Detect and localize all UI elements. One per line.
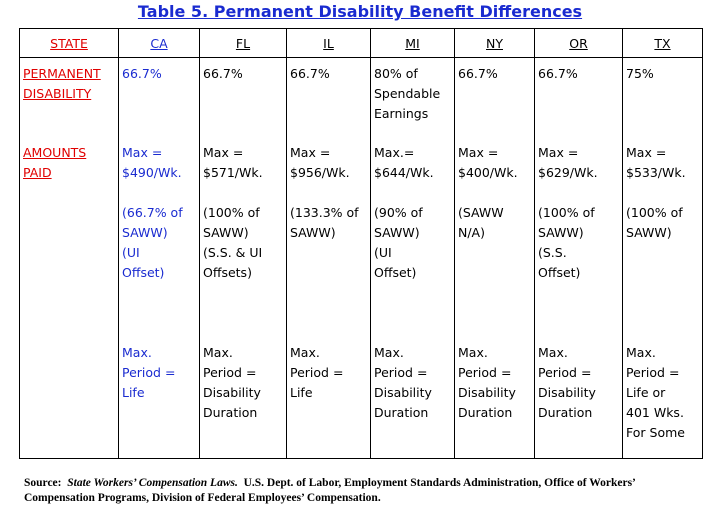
mi-max: Max.= $644/Wk. xyxy=(374,145,434,180)
ca-pct: 66.7% xyxy=(122,66,162,81)
fl-cell: 66.7% Max = $571/Wk. (100% of SAWW) (S.S… xyxy=(199,57,287,459)
source-text: U.S. Dept. of Labor, Employment Standard… xyxy=(24,477,636,504)
or-max: Max = $629/Wk. xyxy=(538,145,598,180)
il-cell: 66.7% Max = $956/Wk. (133.3% of SAWW) Ma… xyxy=(286,57,371,459)
ny-cell: 66.7% Max = $400/Wk. (SAWW N/A) Max. Per… xyxy=(454,57,535,459)
mi-note: (90% of SAWW) (UI Offset) xyxy=(374,205,423,280)
header-tx: TX xyxy=(622,28,703,58)
il-note: (133.3% of SAWW) xyxy=(290,205,359,240)
benefit-table: STATE CA FL IL MI NY OR TX PERMANENT DIS… xyxy=(19,28,703,459)
header-mi: MI xyxy=(370,28,455,58)
tx-note: (100% of SAWW) xyxy=(626,205,683,240)
amounts-paid-label: AMOUNTS PAID xyxy=(23,145,87,180)
source-title: State Workers’ Compensation Laws. xyxy=(67,477,238,489)
header-or: OR xyxy=(534,28,623,58)
header-state: STATE xyxy=(19,28,119,58)
mi-cell: 80% of Spendable Earnings Max.= $644/Wk.… xyxy=(370,57,455,459)
header-fl: FL xyxy=(199,28,287,58)
ca-cell: 66.7% Max = $490/Wk. (66.7% of SAWW) (UI… xyxy=(118,57,200,459)
tx-period: Max. Period = Life or 401 Wks. For Some xyxy=(626,345,685,440)
fl-pct: 66.7% xyxy=(203,66,243,81)
header-ny: NY xyxy=(454,28,535,58)
ca-period: Max. Period = Life xyxy=(122,345,176,400)
fl-period: Max. Period = Disability Duration xyxy=(203,345,261,420)
or-period: Max. Period = Disability Duration xyxy=(538,345,596,420)
ny-max: Max = $400/Wk. xyxy=(458,145,518,180)
ny-pct: 66.7% xyxy=(458,66,498,81)
mi-period: Max. Period = Disability Duration xyxy=(374,345,432,420)
ny-note: (SAWW N/A) xyxy=(458,205,504,240)
state-label-cell: PERMANENT DISABILITY AMOUNTS PAID xyxy=(19,57,119,459)
ca-max: Max = $490/Wk. xyxy=(122,145,182,180)
il-pct: 66.7% xyxy=(290,66,330,81)
page-title: Table 5. Permanent Disability Benefit Di… xyxy=(137,2,583,21)
tx-pct: 75% xyxy=(626,66,654,81)
ny-period: Max. Period = Disability Duration xyxy=(458,345,516,420)
fl-note: (100% of SAWW) (S.S. & UI Offsets) xyxy=(203,205,263,280)
tx-max: Max = $533/Wk. xyxy=(626,145,686,180)
tx-cell: 75% Max = $533/Wk. (100% of SAWW) Max. P… xyxy=(622,57,703,459)
il-max: Max = $956/Wk. xyxy=(290,145,350,180)
fl-max: Max = $571/Wk. xyxy=(203,145,263,180)
header-ca: CA xyxy=(118,28,200,58)
body-row: PERMANENT DISABILITY AMOUNTS PAID 66.7% … xyxy=(19,57,703,459)
or-note: (100% of SAWW) (S.S. Offset) xyxy=(538,205,595,280)
permanent-disability-label: PERMANENT DISABILITY xyxy=(23,66,101,101)
or-pct: 66.7% xyxy=(538,66,578,81)
header-il: IL xyxy=(286,28,371,58)
mi-pct: 80% of Spendable Earnings xyxy=(374,66,441,121)
source-note: Source: State Workers’ Compensation Laws… xyxy=(24,476,700,506)
ca-note: (66.7% of SAWW) (UI Offset) xyxy=(122,205,183,280)
il-period: Max. Period = Life xyxy=(290,345,344,400)
or-cell: 66.7% Max = $629/Wk. (100% of SAWW) (S.S… xyxy=(534,57,623,459)
header-row: STATE CA FL IL MI NY OR TX xyxy=(19,28,703,58)
source-prefix: Source: xyxy=(24,477,62,489)
